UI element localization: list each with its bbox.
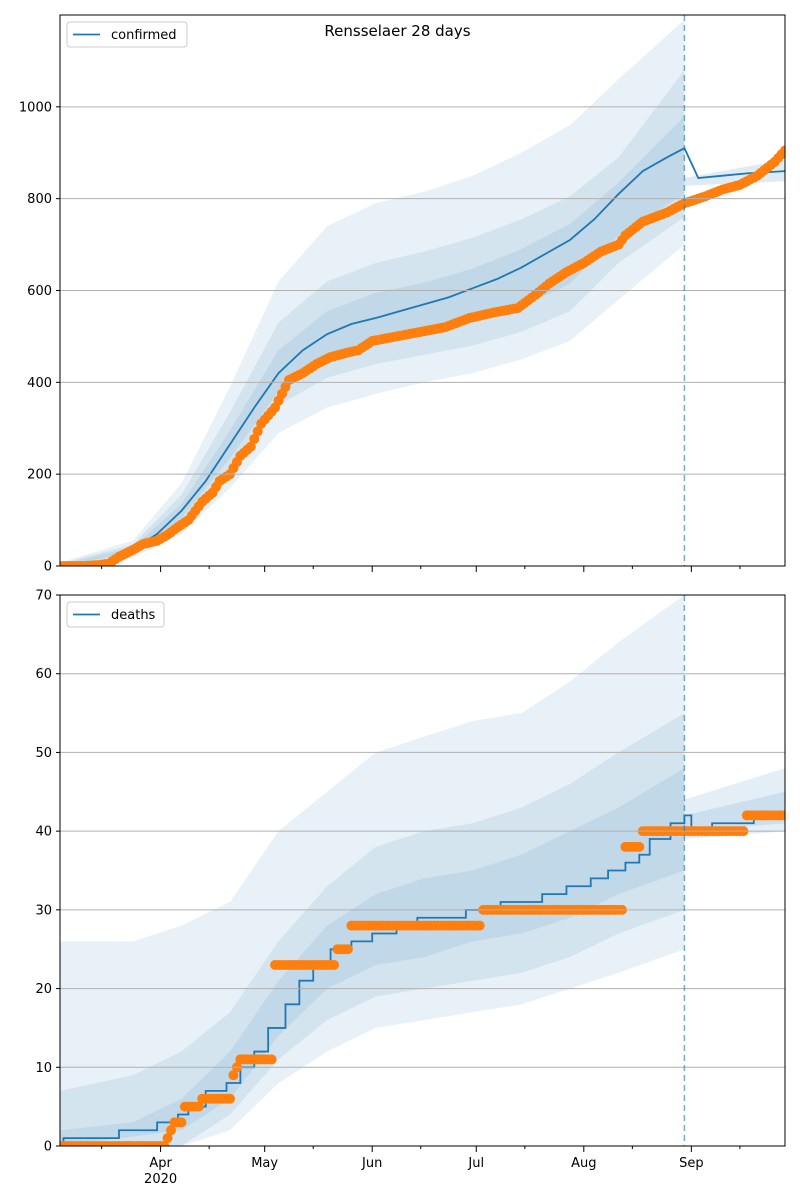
- plot-area: [60, 595, 785, 1146]
- y-tick-label: 50: [35, 746, 52, 761]
- observed-point: [474, 920, 485, 931]
- y-tick-label: 0: [44, 560, 52, 575]
- y-tick-label: 200: [27, 468, 52, 483]
- confirmed-panel: 0 200 400 600 800 1000 Rensselaer 28 days confi…: [19, 14, 786, 575]
- observed-point: [342, 944, 353, 955]
- x-year-label: 2020: [144, 1172, 177, 1187]
- plot-area: [60, 19, 785, 566]
- observed-point: [252, 426, 263, 437]
- observed-point: [266, 1054, 277, 1065]
- legend-box: [66, 21, 188, 48]
- observed-point: [245, 441, 256, 452]
- x-tick-label: May: [251, 1156, 278, 1171]
- confidence-band-forecast-outer: [684, 768, 785, 840]
- observed-point: [166, 1125, 177, 1136]
- confidence-band-forecast-inner: [684, 791, 785, 832]
- observed-point: [224, 1093, 235, 1104]
- y-tick-label: 400: [27, 376, 52, 391]
- confidence-band-outer: [60, 19, 685, 566]
- y-tick-label: 20: [35, 982, 52, 997]
- y-tick-label: 600: [27, 284, 52, 299]
- x-tick-label: Aug: [571, 1156, 596, 1171]
- observed-point: [780, 810, 785, 821]
- chart-title: Rensselaer 28 days: [324, 22, 470, 40]
- observed-point: [780, 145, 785, 156]
- observed-point: [634, 841, 645, 852]
- x-tick-label: Sep: [679, 1156, 704, 1171]
- observed-point: [249, 433, 260, 444]
- legend-label: confirmed: [111, 28, 177, 43]
- y-tick-label: 40: [35, 825, 52, 840]
- y-tick-label: 800: [27, 192, 52, 207]
- legend-box: [66, 601, 165, 628]
- legend: confirmed: [66, 21, 188, 48]
- y-tick-label: 10: [35, 1061, 52, 1076]
- y-tick-label: 60: [35, 667, 52, 682]
- y-tick-label: 0: [44, 1140, 52, 1155]
- x-tick-label: Apr: [149, 1156, 172, 1171]
- confidence-band-outer: [60, 595, 685, 1146]
- observed-point: [329, 959, 340, 970]
- y-tick-label: 30: [35, 903, 52, 918]
- x-tick-label: Jul: [467, 1156, 484, 1171]
- observed-points: [60, 145, 785, 566]
- observed-point: [162, 1133, 173, 1144]
- x-tick-label: Jun: [361, 1156, 382, 1171]
- model-line: [60, 146, 785, 566]
- deaths-panel: 0 10 20 30 40 50 60 70 Apr May Jun Jul Aug Sep 2020 dea…: [35, 589, 786, 1187]
- y-tick-label: 70: [35, 589, 52, 604]
- y-tick-label: 1000: [19, 100, 52, 115]
- observed-point: [176, 1117, 187, 1128]
- confidence-band-inner: [60, 768, 685, 1146]
- axes-frame: [59, 594, 786, 1147]
- observed-point: [228, 1070, 239, 1081]
- legend: deaths: [66, 601, 165, 628]
- observed-point: [193, 1101, 204, 1112]
- legend-label: deaths: [111, 608, 156, 623]
